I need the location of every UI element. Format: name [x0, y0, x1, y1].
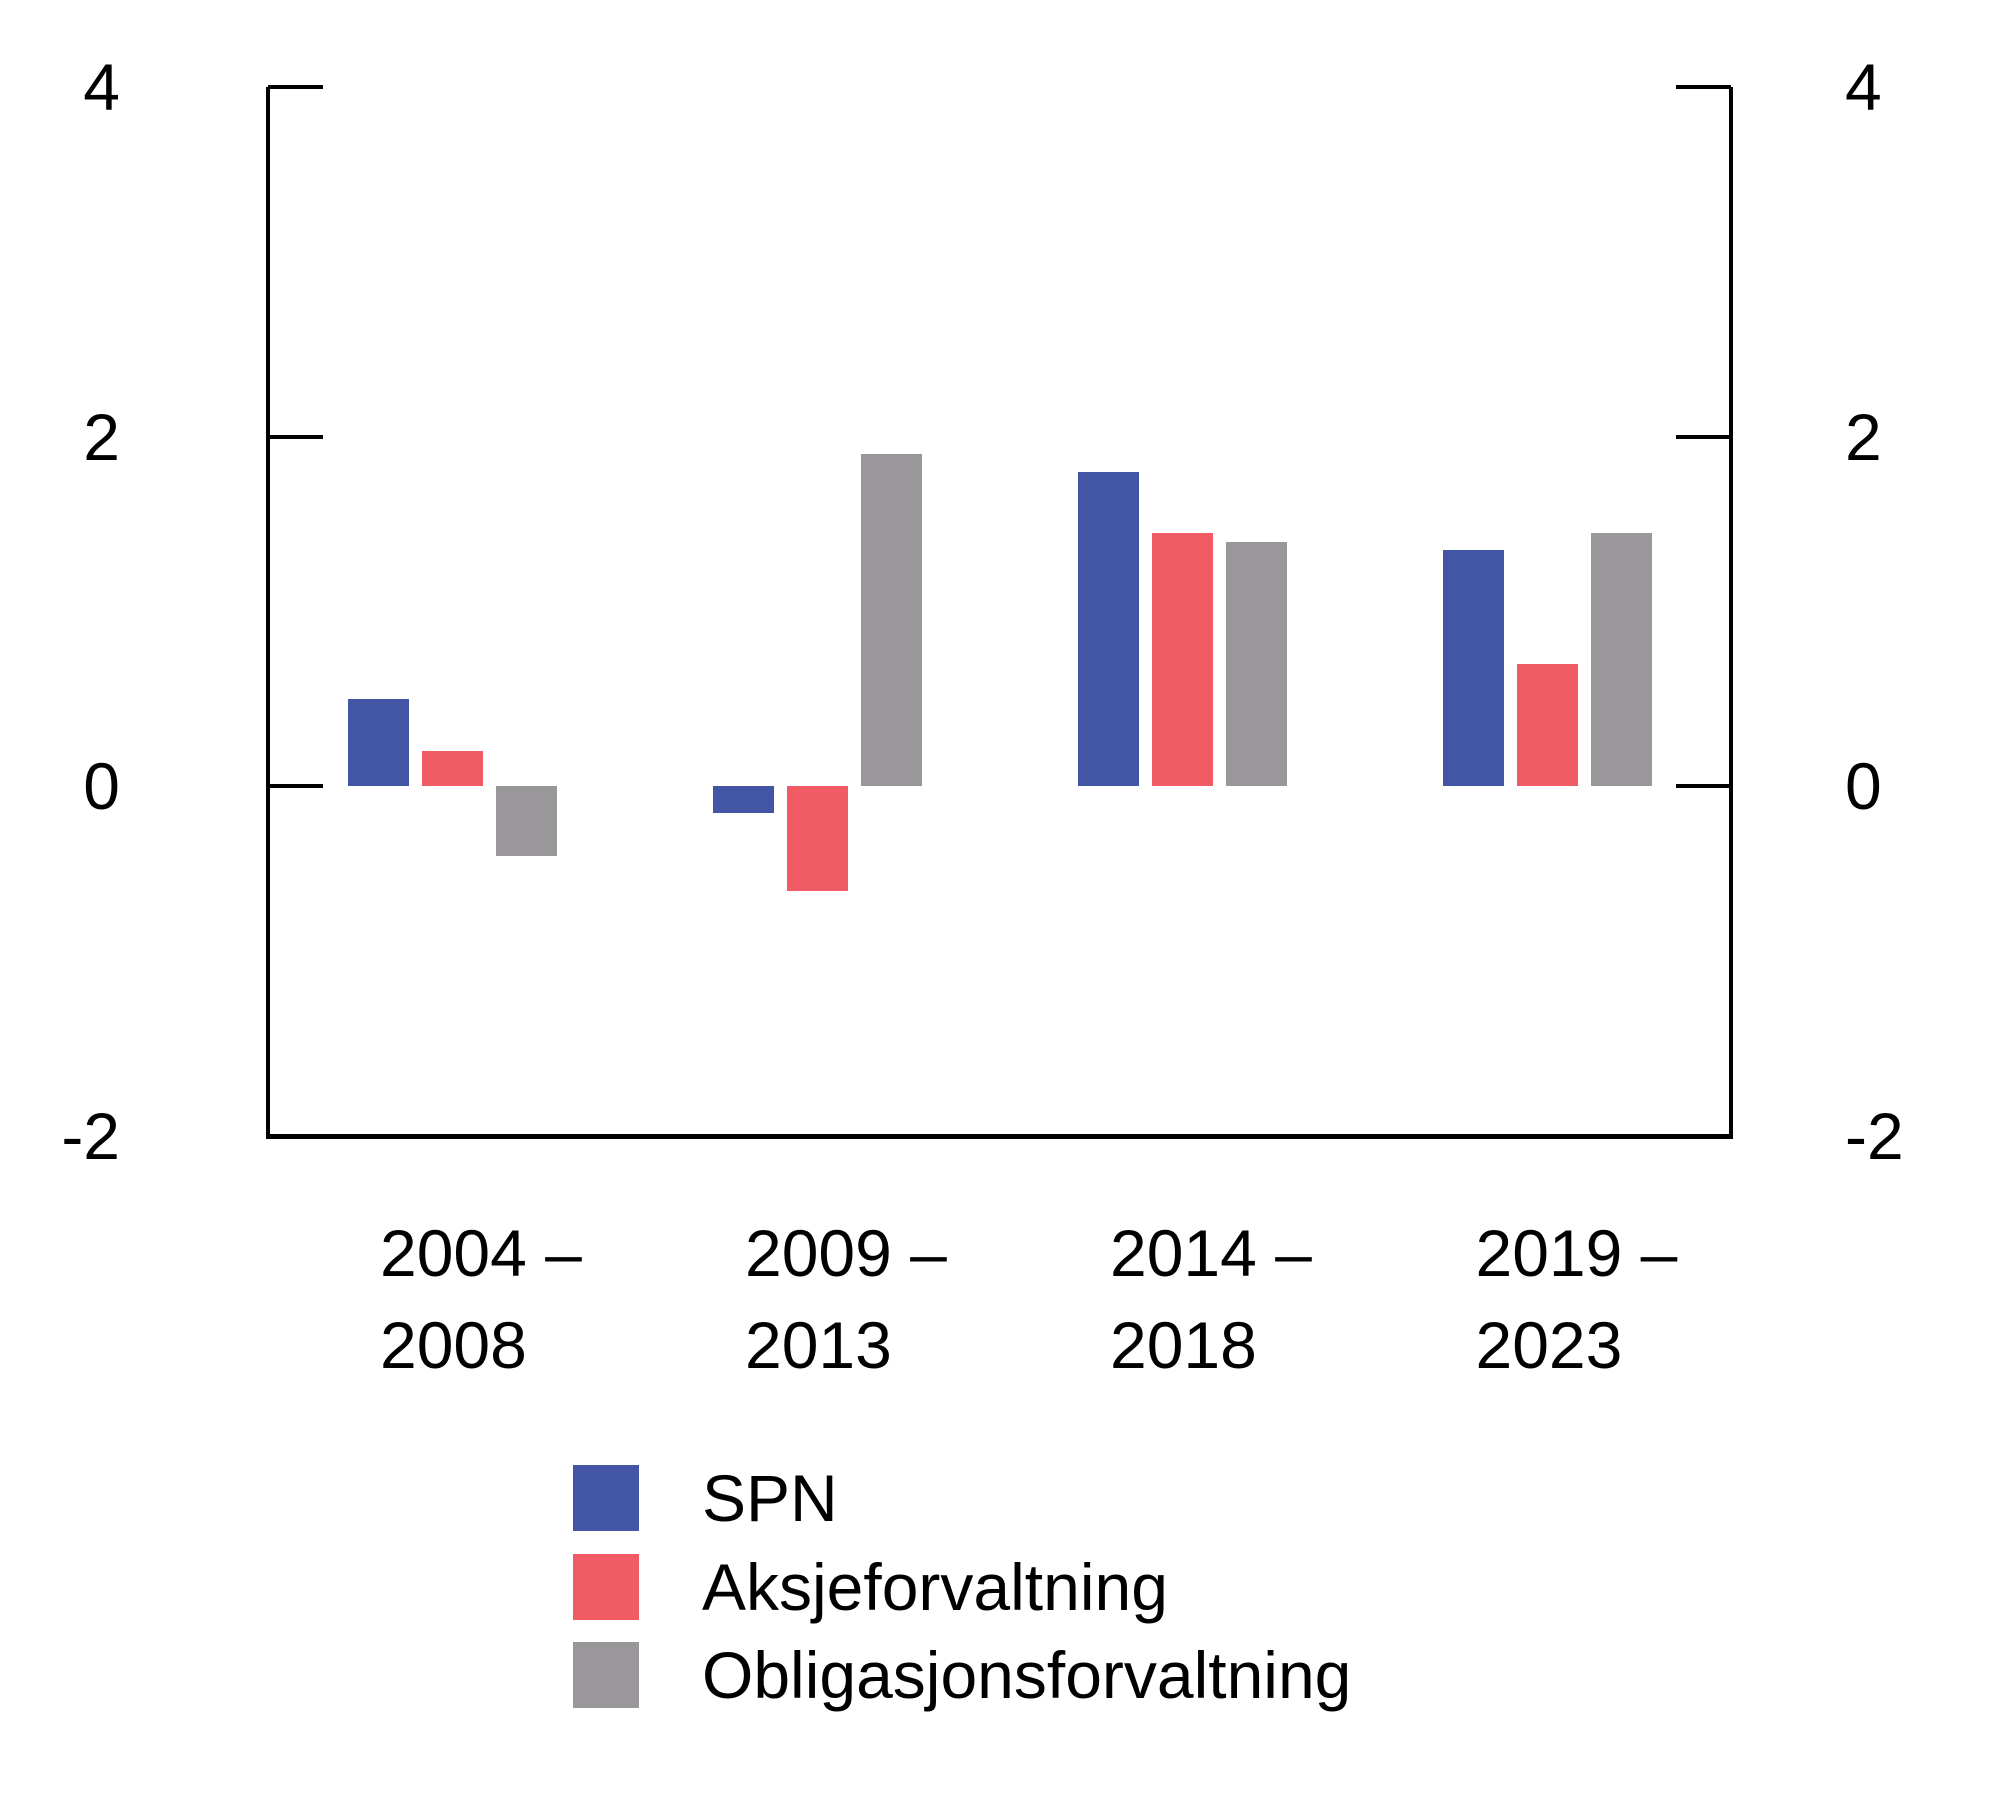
bar-aksjeforvaltning-2019-2023: [1517, 663, 1578, 787]
y-tick-left-0: [268, 784, 323, 789]
legend-swatch-obligasjonsforvaltning: [573, 1642, 639, 1708]
y-axis-left-line: [266, 87, 270, 1139]
bar-aksjeforvaltning-2004-2008: [421, 751, 483, 787]
legend-item-aksjeforvaltning: Aksjeforvaltning: [573, 1551, 1168, 1623]
bar-aksjeforvaltning-2009-2013: [786, 786, 848, 892]
bar-spn-2019-2023: [1443, 550, 1504, 787]
legend-item-spn: SPN: [573, 1462, 838, 1534]
bar-spn-2014-2018: [1077, 471, 1139, 787]
x-label-2009-2013: 2009 – 2013: [745, 1216, 947, 1382]
legend-swatch-spn: [573, 1465, 639, 1531]
y-tick-label-left-4: 4: [83, 50, 120, 124]
legend-item-obligasjonsforvaltning: Obligasjonsforvaltning: [573, 1639, 1351, 1711]
y-tick-left-4: [268, 85, 323, 89]
y-tick-label-right--2: -2: [1845, 1099, 1904, 1173]
bar-spn-2004-2008: [347, 698, 409, 787]
x-label-2014-2018: 2014 – 2018: [1110, 1216, 1312, 1382]
y-tick-left-2: [268, 434, 323, 439]
y-tick-label-right-2: 2: [1845, 399, 1882, 474]
y-tick-label-left-2: 2: [83, 399, 120, 474]
y-tick-label-right-0: 0: [1845, 749, 1882, 824]
bar-obligasjonsforvaltning-2004-2008: [495, 786, 557, 857]
y-axis-right-line: [1729, 87, 1733, 1139]
bar-spn-2009-2013: [712, 786, 774, 813]
bar-obligasjonsforvaltning-2009-2013: [860, 454, 922, 787]
x-label-2004-2008: 2004 – 2008: [380, 1216, 582, 1382]
y-tick-right-0: [1676, 784, 1731, 789]
legend-label: Aksjeforvaltning: [702, 1550, 1168, 1624]
bar-obligasjonsforvaltning-2014-2018: [1225, 541, 1287, 787]
legend-label: Obligasjonsforvaltning: [702, 1638, 1352, 1712]
y-tick-label-left--2: -2: [61, 1099, 120, 1173]
x-label-2019-2023: 2019 – 2023: [1475, 1216, 1678, 1382]
y-tick-label-left-0: 0: [83, 749, 120, 824]
y-tick-label-right-4: 4: [1845, 50, 1882, 124]
y-tick-right-4: [1676, 85, 1731, 89]
bar-obligasjonsforvaltning-2019-2023: [1591, 532, 1652, 787]
legend-swatch-aksjeforvaltning: [573, 1554, 639, 1620]
bar-aksjeforvaltning-2014-2018: [1151, 532, 1213, 787]
legend-label: SPN: [702, 1461, 838, 1535]
y-tick-right-2: [1676, 434, 1731, 439]
x-axis-line: [266, 1134, 1733, 1139]
